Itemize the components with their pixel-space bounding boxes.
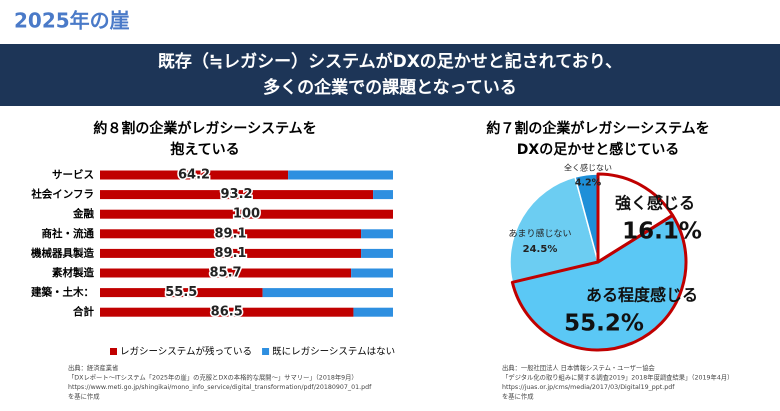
slice-name: ある程度感じる [586, 286, 698, 305]
bar-segment [100, 307, 354, 317]
bar-segment [262, 288, 393, 298]
bar-segment [100, 229, 362, 239]
slice-name: あまり感じない [508, 228, 571, 240]
bar-segment [100, 170, 289, 180]
data-label: 89.1 [214, 246, 246, 261]
category-label: サービス [52, 168, 94, 181]
bar-segment [361, 248, 393, 258]
bar-segment [100, 268, 352, 278]
slice-value: 4.2% [575, 178, 602, 189]
category-label: 合計 [72, 305, 94, 318]
pie-slice [509, 176, 599, 284]
slice-name: 強く感じる [615, 194, 695, 213]
category-label: 建築・土木： [30, 286, 94, 299]
source-note: 出典：経済産業省 [68, 363, 118, 372]
bar-segment [351, 268, 393, 278]
bar-segment [100, 190, 374, 200]
banner [0, 44, 780, 106]
banner-line: 既存（≒レガシー）システムがDXの足かせと記されており、 [158, 51, 622, 72]
bar-segment [100, 209, 393, 219]
source-note: 「デジタル化の取り組みに関する調査2019」2018年度調査結果」（2019年4… [502, 373, 733, 382]
chart-title: 抱えている [170, 141, 239, 158]
slice-value: 24.5% [523, 244, 558, 255]
data-label: 100 [233, 207, 260, 222]
slice-name: 全く感じない [564, 163, 612, 173]
bar-segment [353, 307, 393, 317]
legend-label: 既にレガシーシステムはない [272, 347, 395, 358]
legend-swatch [110, 348, 117, 355]
data-label: 55.5 [165, 285, 197, 300]
slice-highlight [596, 172, 675, 264]
category-label: 社会インフラ [30, 188, 94, 201]
slice-value: 16.1% [622, 219, 702, 245]
category-label: 素材製造 [51, 266, 94, 279]
source-note: を基に作成 [68, 392, 100, 401]
category-label: 金融 [72, 207, 94, 220]
bar-segment [100, 248, 362, 258]
legend-swatch [262, 348, 270, 355]
source-note: https://juas.or.jp/cms/media/2017/03/Dig… [502, 384, 675, 391]
source-note: を基に作成 [502, 392, 534, 401]
data-label: 85.7 [210, 266, 242, 281]
banner-line: 多くの企業での課題となっている [263, 77, 517, 98]
bar-segment [373, 190, 393, 200]
source-note: https://www.meti.go.jp/shingikai/mono_in… [68, 384, 372, 391]
chart-title: 約７割の企業がレガシーシステムを [486, 120, 709, 137]
data-label: 86.5 [211, 305, 243, 320]
bar-segment [100, 288, 263, 298]
source-note: 出典：一般社団法人 日本情報システム・ユーザー協会 [502, 363, 656, 372]
data-label: 93.2 [220, 187, 252, 202]
bar-segment [288, 170, 393, 180]
slice-highlight [510, 213, 688, 352]
legend-label: レガシーシステムが残っている [120, 346, 252, 358]
header-title: 2025年の崖 [14, 9, 130, 33]
chart-title: DXの足かせと感じている [517, 141, 679, 158]
data-label: 64.2 [178, 168, 210, 183]
chart-title: 約８割の企業がレガシーシステムを [93, 120, 316, 137]
category-label: 機械器具製造 [31, 246, 94, 259]
source-note: 「DXレポート～ITシステム「2025年の崖」の克服とDXの本格的な展開～」サマ… [68, 373, 358, 382]
category-label: 商社・流通 [42, 227, 95, 240]
data-label: 89.1 [214, 226, 246, 241]
slice-value: 55.2% [564, 311, 644, 337]
bar-segment [361, 229, 393, 239]
